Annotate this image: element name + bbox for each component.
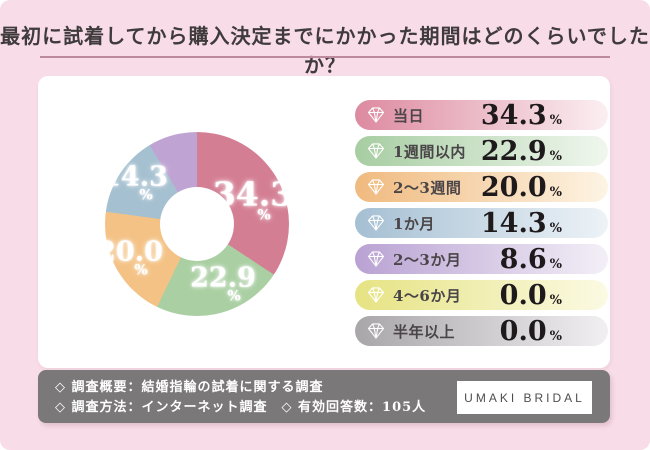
legend-item-4-6-months: 4〜6か月 0.0% [355, 280, 608, 310]
legend-item-within-week: 1週間以内 22.9% [355, 136, 608, 166]
diamond-icon [366, 249, 386, 269]
legend-value: 14.3% [480, 208, 562, 239]
legend-label: 当日 [393, 106, 425, 125]
legend-value: 20.0% [480, 172, 562, 203]
legend-item-1-month: 1か月 14.3% [355, 208, 608, 238]
legend-label: 1週間以内 [393, 142, 466, 161]
donut-chart: 34.3 % 22.9 % 20.0 % 14.3 % [97, 132, 293, 316]
legend-item-2-3-months: 2〜3か月 8.6% [355, 244, 608, 274]
chart-legend: 当日 34.3% 1週間以内 22.9% 2〜3週間 20.0% 1か月 14.… [355, 100, 608, 352]
legend-label: 4〜6か月 [393, 286, 462, 305]
chart-label-2-3-weeks: 20.0 % [97, 236, 163, 279]
chart-label-within-week: 22.9 % [190, 262, 256, 305]
diamond-icon [366, 285, 386, 305]
legend-label: 1か月 [393, 214, 435, 233]
legend-item-half-year-plus: 半年以上 0.0% [355, 316, 608, 346]
diamond-icon [366, 213, 386, 233]
brand-logo-box: UMAKI BRIDAL [457, 381, 592, 414]
legend-label: 半年以上 [393, 322, 456, 341]
survey-method-line: ◇ 調査方法：インターネット調査 ◇ 有効回答数：105人 [55, 400, 427, 416]
diamond-icon [366, 105, 386, 125]
page-title: 最初に試着してから購入決定までにかかった期間はどのくらいでしたか？ [0, 24, 650, 77]
legend-value: 34.3% [480, 100, 562, 131]
donut-hole [160, 187, 234, 261]
legend-value: 22.9% [480, 136, 562, 167]
legend-label: 2〜3か月 [393, 250, 462, 269]
diamond-icon [366, 141, 386, 161]
chart-label-today: 34.3 % [212, 174, 294, 224]
legend-value: 0.0% [499, 316, 562, 347]
legend-item-today: 当日 34.3% [355, 100, 608, 130]
legend-label: 2〜3週間 [393, 178, 462, 197]
diamond-icon [366, 177, 386, 197]
chart-label-1-month: 14.3 % [102, 161, 168, 204]
brand-logo: UMAKI BRIDAL [464, 390, 585, 405]
title-underline [40, 56, 610, 58]
legend-value: 8.6% [499, 244, 562, 275]
survey-info: ◇ 調査概要：結婚指輪の試着に関する調査 ◇ 調査方法：インターネット調査 ◇ … [55, 378, 426, 418]
survey-overview-line: ◇ 調査概要：結婚指輪の試着に関する調査 [55, 380, 324, 395]
diamond-icon [366, 321, 386, 341]
legend-item-2-3-weeks: 2〜3週間 20.0% [355, 172, 608, 202]
footer-bar: ◇ 調査概要：結婚指輪の試着に関する調査 ◇ 調査方法：インターネット調査 ◇ … [38, 370, 610, 423]
legend-value: 0.0% [499, 280, 562, 311]
